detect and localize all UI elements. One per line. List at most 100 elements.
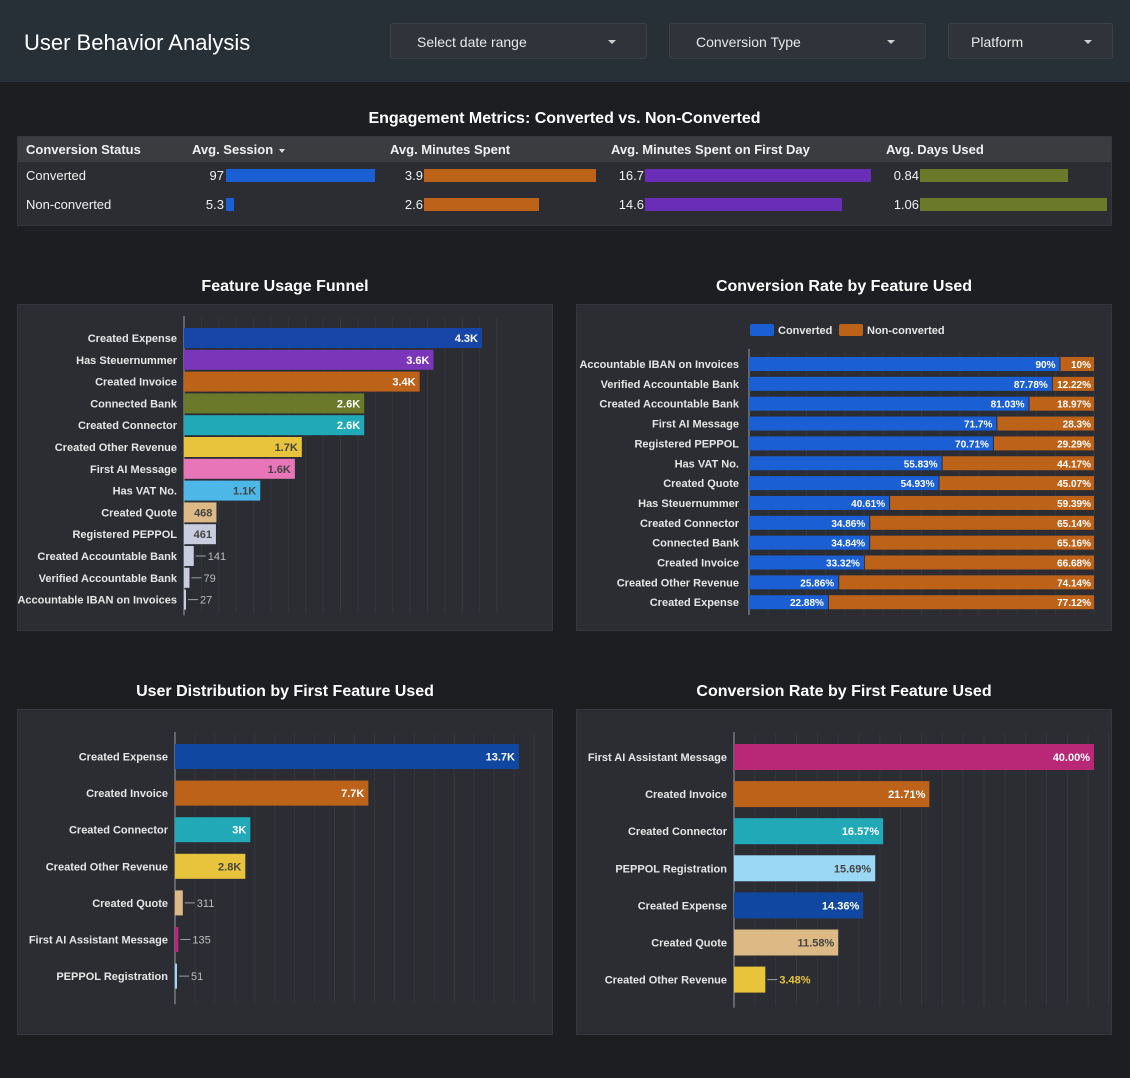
data-label-non-converted: 18.97%: [1057, 400, 1091, 411]
category-label: Connected Bank: [90, 398, 178, 410]
data-label: 51: [191, 971, 203, 983]
bar-non-converted: [1029, 396, 1094, 411]
data-label: 468: [194, 507, 212, 519]
metric-bar: [424, 169, 596, 182]
conversion-type-dropdown[interactable]: Conversion Type: [669, 23, 926, 59]
data-label-non-converted: 66.68%: [1057, 559, 1091, 570]
conversion-type-label: Conversion Type: [696, 34, 801, 50]
data-label-non-converted: 65.14%: [1057, 519, 1091, 530]
platform-dropdown[interactable]: Platform: [948, 23, 1113, 59]
data-label: 3K: [232, 825, 246, 837]
distribution-title: User Distribution by First Feature Used: [136, 683, 434, 700]
data-label: 135: [192, 935, 210, 947]
category-label: Accountable IBAN on Invoices: [18, 595, 177, 607]
bar-non-converted: [890, 495, 1094, 510]
data-label: 7.7K: [341, 788, 364, 800]
metric-value: 97: [209, 168, 224, 183]
data-label: 4.3K: [455, 333, 478, 345]
data-label-converted: 34.86%: [831, 519, 865, 530]
metric-value: 3.9: [404, 168, 423, 183]
data-label-non-converted: 45.07%: [1057, 479, 1091, 490]
data-label: 27: [200, 595, 212, 607]
data-label: 141: [208, 551, 226, 563]
column-header-days-used[interactable]: Avg. Days Used: [886, 142, 984, 157]
bar-non-converted: [942, 456, 1094, 471]
data-label: 311: [197, 898, 215, 910]
chevron-down-icon: [887, 40, 895, 44]
bar: [184, 415, 365, 436]
legend-swatch: [839, 324, 863, 336]
funnel-title: Feature Usage Funnel: [201, 278, 369, 295]
bar: [175, 817, 251, 843]
column-header-status[interactable]: Conversion Status: [26, 142, 141, 157]
data-label-non-converted: 77.12%: [1057, 598, 1091, 609]
category-label: Created Other Revenue: [605, 975, 727, 987]
data-label: 1.1K: [233, 486, 256, 498]
bar: [734, 929, 839, 956]
engagement-title: Engagement Metrics: Converted vs. Non-Co…: [368, 110, 761, 127]
data-label-non-converted: 29.29%: [1057, 439, 1091, 450]
metric-value: 5.3: [205, 197, 224, 212]
data-label-converted: 54.93%: [901, 479, 935, 490]
data-label-converted: 87.78%: [1014, 380, 1048, 391]
bar-non-converted: [870, 535, 1094, 550]
bar: [184, 437, 302, 457]
metric-value: 2.6: [404, 197, 423, 212]
data-label-converted: 34.84%: [831, 539, 865, 550]
bar: [175, 963, 177, 989]
legend-label: Converted: [778, 325, 832, 337]
bar-converted: [749, 436, 993, 451]
bar-converted: [749, 376, 1052, 391]
category-label: First AI Assistant Message: [588, 752, 727, 764]
category-label: Created Accountable Bank: [37, 551, 177, 563]
bar: [184, 589, 186, 610]
first-feature-conversion-title: Conversion Rate by First Feature Used: [696, 683, 992, 700]
bar: [175, 927, 179, 952]
sort-descending-icon: [279, 148, 286, 153]
metric-bar: [424, 198, 540, 211]
bar-converted: [749, 495, 890, 510]
bar: [734, 818, 884, 845]
data-label: 15.69%: [834, 863, 872, 875]
data-label: 1.6K: [268, 464, 291, 476]
date-range-dropdown[interactable]: Select date range: [390, 23, 647, 59]
funnel-chart: Created Expense 4.3K Has Steuernummer 3.6K C…: [17, 316, 498, 616]
app-title: User Behavior Analysis: [24, 30, 251, 55]
bar-converted: [749, 515, 870, 530]
category-label: Created Other Revenue: [55, 442, 177, 454]
bar: [734, 781, 930, 808]
data-label: 21.71%: [888, 789, 926, 801]
metric-value: 16.7: [618, 168, 644, 183]
category-label: Created Expense: [88, 333, 177, 345]
bar: [175, 744, 519, 769]
bar-non-converted: [993, 436, 1094, 451]
bar-non-converted: [939, 476, 1094, 491]
bar-non-converted: [997, 416, 1094, 431]
column-header-first-day[interactable]: Avg. Minutes Spent on First Day: [611, 142, 810, 157]
category-label: Created Invoice: [657, 558, 739, 570]
category-label: Registered PEPPOL: [72, 529, 177, 541]
data-label: 2.6K: [337, 420, 360, 432]
first-feature-conversion-chart: First AI Assistant Message 40.00% Created …: [588, 732, 1110, 1008]
metric-bar: [226, 169, 375, 182]
data-label-non-converted: 74.14%: [1057, 578, 1091, 589]
data-label: 461: [194, 529, 212, 541]
metric-bar: [226, 198, 235, 211]
engagement-table: Conversion Status Avg. Session Avg. Minu…: [17, 136, 1112, 226]
data-label-converted: 90%: [1035, 360, 1055, 371]
metric-bar: [920, 198, 1107, 211]
category-label: Has VAT No.: [113, 486, 177, 498]
category-label: Created Connector: [628, 826, 728, 838]
bar: [175, 780, 369, 806]
first-feature-conversion-panel: First AI Assistant Message 40.00% Created …: [576, 709, 1112, 1035]
metric-bar: [645, 198, 842, 211]
data-label: 3.4K: [392, 377, 415, 389]
metric-value: 0.84: [893, 168, 919, 183]
column-header-session[interactable]: Avg. Session: [192, 142, 286, 157]
data-label-converted: 71.7%: [964, 420, 992, 431]
category-label: Verified Accountable Bank: [601, 379, 740, 391]
column-header-minutes[interactable]: Avg. Minutes Spent: [390, 142, 511, 157]
category-label: Created Other Revenue: [46, 861, 168, 873]
category-label: Created Connector: [78, 420, 178, 432]
metric-bar: [920, 169, 1068, 182]
